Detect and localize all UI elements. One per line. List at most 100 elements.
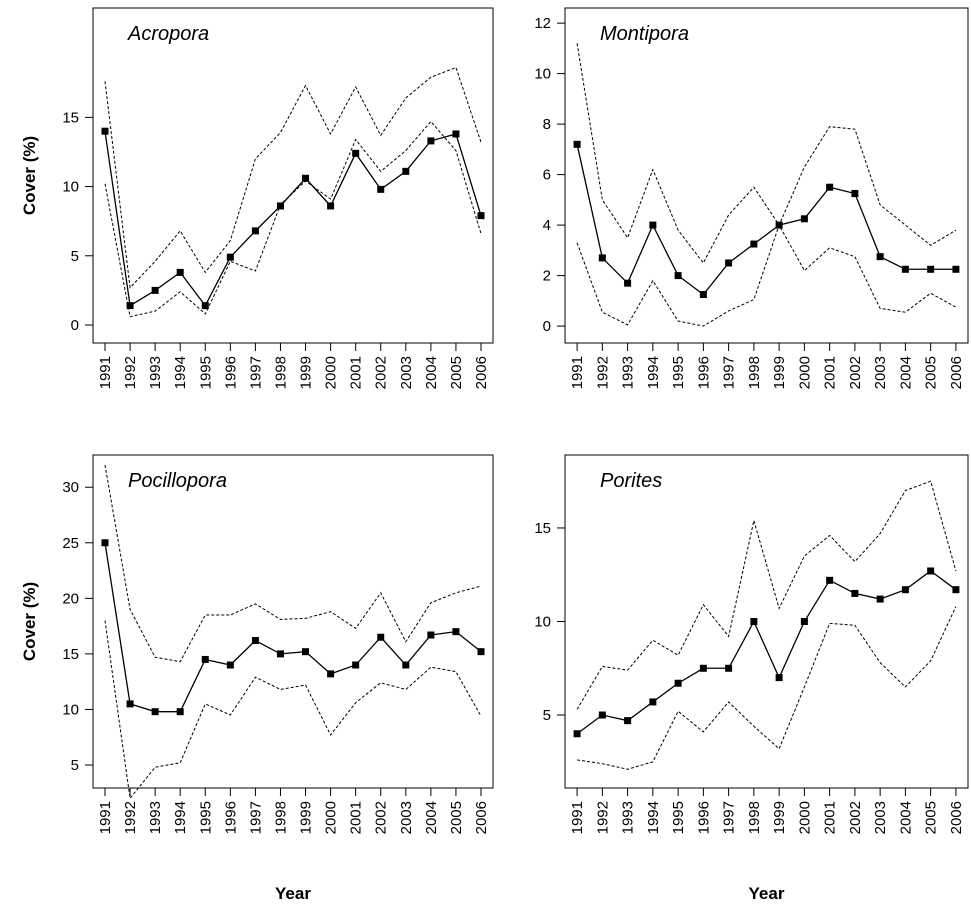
mean-line	[576, 570, 957, 735]
x-tick-label: 2000	[796, 356, 813, 389]
data-point	[876, 253, 884, 261]
y-tick-label: 0	[543, 318, 551, 335]
data-point	[952, 586, 960, 594]
interval-line	[104, 120, 482, 318]
x-tick-label: 1993	[147, 801, 164, 834]
x-tick-label: 1997	[247, 801, 264, 834]
data-point	[598, 254, 606, 262]
y-tick-label: 15	[62, 646, 79, 663]
data-point	[674, 679, 682, 687]
interval-line	[576, 43, 957, 264]
x-tick-label: 1993	[147, 356, 164, 389]
data-point	[699, 664, 707, 672]
x-tick-label: 1994	[645, 801, 662, 834]
data-point	[851, 589, 859, 597]
x-tick-label: 1992	[594, 356, 611, 389]
panel-title: Acropora	[127, 23, 209, 45]
data-point	[176, 708, 184, 716]
data-point	[427, 631, 435, 639]
data-point	[826, 183, 834, 191]
data-point	[377, 633, 385, 641]
data-point	[377, 185, 385, 193]
data-point	[598, 711, 606, 719]
x-tick-label: 2004	[423, 801, 440, 834]
panel: Porites 5 10 15 1991 1992 1993 1994 1995 1996 1997…	[534, 454, 969, 903]
x-axis-label: Year	[275, 884, 311, 903]
x-tick-label: 2005	[923, 801, 940, 834]
data-point	[775, 674, 783, 682]
x-tick-label: 2001	[822, 801, 839, 834]
data-point	[800, 215, 808, 223]
interval-line	[104, 66, 482, 289]
data-point	[952, 265, 960, 273]
data-point	[452, 130, 460, 138]
x-tick-label: 2000	[323, 356, 340, 389]
data-point	[402, 167, 410, 175]
data-point	[302, 174, 310, 182]
x-tick-label: 1992	[594, 801, 611, 834]
x-tick-label: 2006	[948, 801, 965, 834]
data-point	[927, 265, 935, 273]
y-tick-label: 5	[71, 757, 79, 774]
y-tick-label: 30	[62, 479, 79, 496]
data-point	[151, 708, 159, 716]
data-point	[176, 268, 184, 276]
data-point	[573, 730, 581, 738]
x-tick-label: 2003	[398, 801, 415, 834]
data-point	[251, 637, 259, 645]
interval-line	[576, 480, 957, 710]
x-tick-label: 2003	[398, 356, 415, 389]
x-tick-label: 2005	[448, 801, 465, 834]
plot-frame	[92, 454, 494, 789]
y-tick-label: 20	[62, 590, 79, 607]
x-tick-label: 1996	[222, 801, 239, 834]
x-tick-label: 1992	[122, 801, 139, 834]
y-tick-label: 25	[62, 535, 79, 552]
x-tick-label: 1995	[197, 356, 214, 389]
interval-line	[104, 620, 482, 800]
y-tick-label: 8	[543, 116, 551, 133]
data-point	[101, 127, 109, 135]
x-tick-label: 2006	[948, 356, 965, 389]
y-tick-label: 12	[534, 15, 551, 32]
x-tick-label: 2003	[872, 801, 889, 834]
y-tick-label: 6	[543, 167, 551, 184]
data-point	[573, 140, 581, 148]
x-tick-label: 2006	[473, 801, 490, 834]
x-tick-label: 1994	[172, 801, 189, 834]
data-point	[851, 190, 859, 198]
interval-line	[104, 464, 482, 663]
data-point	[477, 648, 485, 656]
data-point	[251, 227, 259, 235]
data-point	[427, 137, 435, 145]
data-point	[901, 265, 909, 273]
x-tick-label: 1998	[746, 801, 763, 834]
x-tick-label: 2002	[847, 356, 864, 389]
plot-frame	[564, 454, 969, 789]
data-point	[226, 253, 234, 261]
plot-frame	[92, 7, 494, 344]
x-tick-label: 2002	[373, 801, 390, 834]
data-point	[402, 661, 410, 669]
x-tick-label: 1999	[298, 356, 315, 389]
x-tick-label: 2001	[348, 356, 365, 389]
x-tick-label: 1995	[670, 801, 687, 834]
panel: Pocillopora 5 10 15 20 25 30 1991 1992 1993 1994 19…	[20, 454, 494, 903]
x-tick-label: 2002	[373, 356, 390, 389]
y-tick-label: 4	[543, 217, 551, 234]
data-point	[649, 698, 657, 706]
data-point	[126, 302, 134, 310]
panel: Montipora 0 2 4 6 8 10 12 1991 1992 1993 1994 1995 19…	[534, 7, 969, 389]
panel-title: Montipora	[600, 23, 689, 45]
x-tick-label: 1995	[670, 356, 687, 389]
plot-frame	[564, 7, 969, 344]
data-point	[624, 279, 632, 287]
data-point	[725, 259, 733, 267]
y-tick-label: 10	[62, 179, 79, 196]
x-tick-label: 2001	[348, 801, 365, 834]
data-point	[699, 291, 707, 299]
x-tick-label: 1997	[247, 356, 264, 389]
y-axis-label: Cover (%)	[20, 582, 39, 661]
y-tick-label: 2	[543, 268, 551, 285]
data-point	[725, 664, 733, 672]
